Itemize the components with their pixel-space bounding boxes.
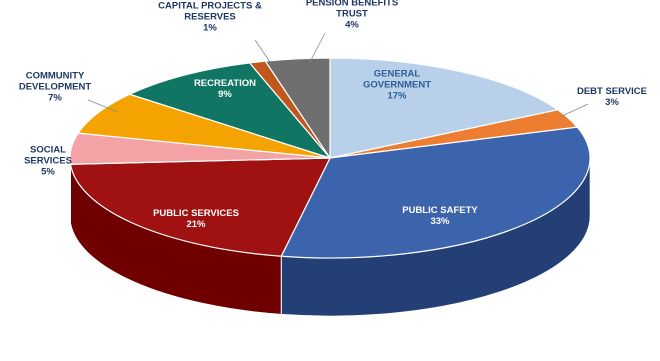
category-label-public-safety: PUBLIC SAFETY [402, 205, 478, 216]
category-label-capital-projects-and-reserves: RESERVES [184, 12, 236, 23]
value-label-general-government: 17% [387, 91, 407, 102]
pie-slice-public-services [69, 157, 331, 257]
value-label-social-services: 5% [41, 167, 55, 178]
pie-slice-community-development [77, 93, 331, 159]
pie-slice-general-government [329, 57, 559, 159]
category-label-capital-projects-and-reserves: CAPITAL PROJECTS & [158, 1, 262, 12]
value-label-capital-projects-and-reserves: 1% [203, 23, 217, 34]
category-label-community-development: DEVELOPMENT [19, 82, 92, 93]
pie-slice-pension-benefits-trust [264, 57, 331, 159]
category-label-social-services: SERVICES [24, 156, 72, 167]
category-label-pension-benefits-trust: PENSION BENEFITS [306, 0, 398, 9]
category-label-community-development: COMMUNITY [26, 71, 85, 82]
category-label-social-services: SOCIAL [30, 145, 66, 156]
pie-top-slices [69, 57, 591, 259]
value-label-community-development: 7% [48, 93, 62, 104]
leader-line-pension-benefits-trust [309, 32, 326, 63]
leader-line-debt-service [559, 103, 589, 118]
category-label-recreation: RECREATION [194, 78, 256, 89]
category-label-debt-service: DEBT SERVICE [577, 86, 647, 97]
value-label-recreation: 9% [218, 89, 232, 100]
leader-line-community-development [87, 99, 119, 113]
category-label-general-government: GENERAL [374, 69, 421, 80]
leader-line-capital-projects-and-reserves [254, 39, 271, 63]
value-label-public-services: 21% [186, 219, 206, 230]
category-label-public-services: PUBLIC SERVICES [153, 208, 239, 219]
category-label-pension-benefits-trust: TRUST [336, 9, 368, 20]
pie-slice-recreation [129, 62, 331, 159]
pie-slice-public-safety [280, 126, 591, 259]
category-label-general-government: GOVERNMENT [363, 80, 431, 91]
value-label-debt-service: 3% [605, 97, 619, 108]
value-label-public-safety: 33% [430, 216, 450, 227]
value-label-pension-benefits-trust: 4% [345, 20, 359, 31]
